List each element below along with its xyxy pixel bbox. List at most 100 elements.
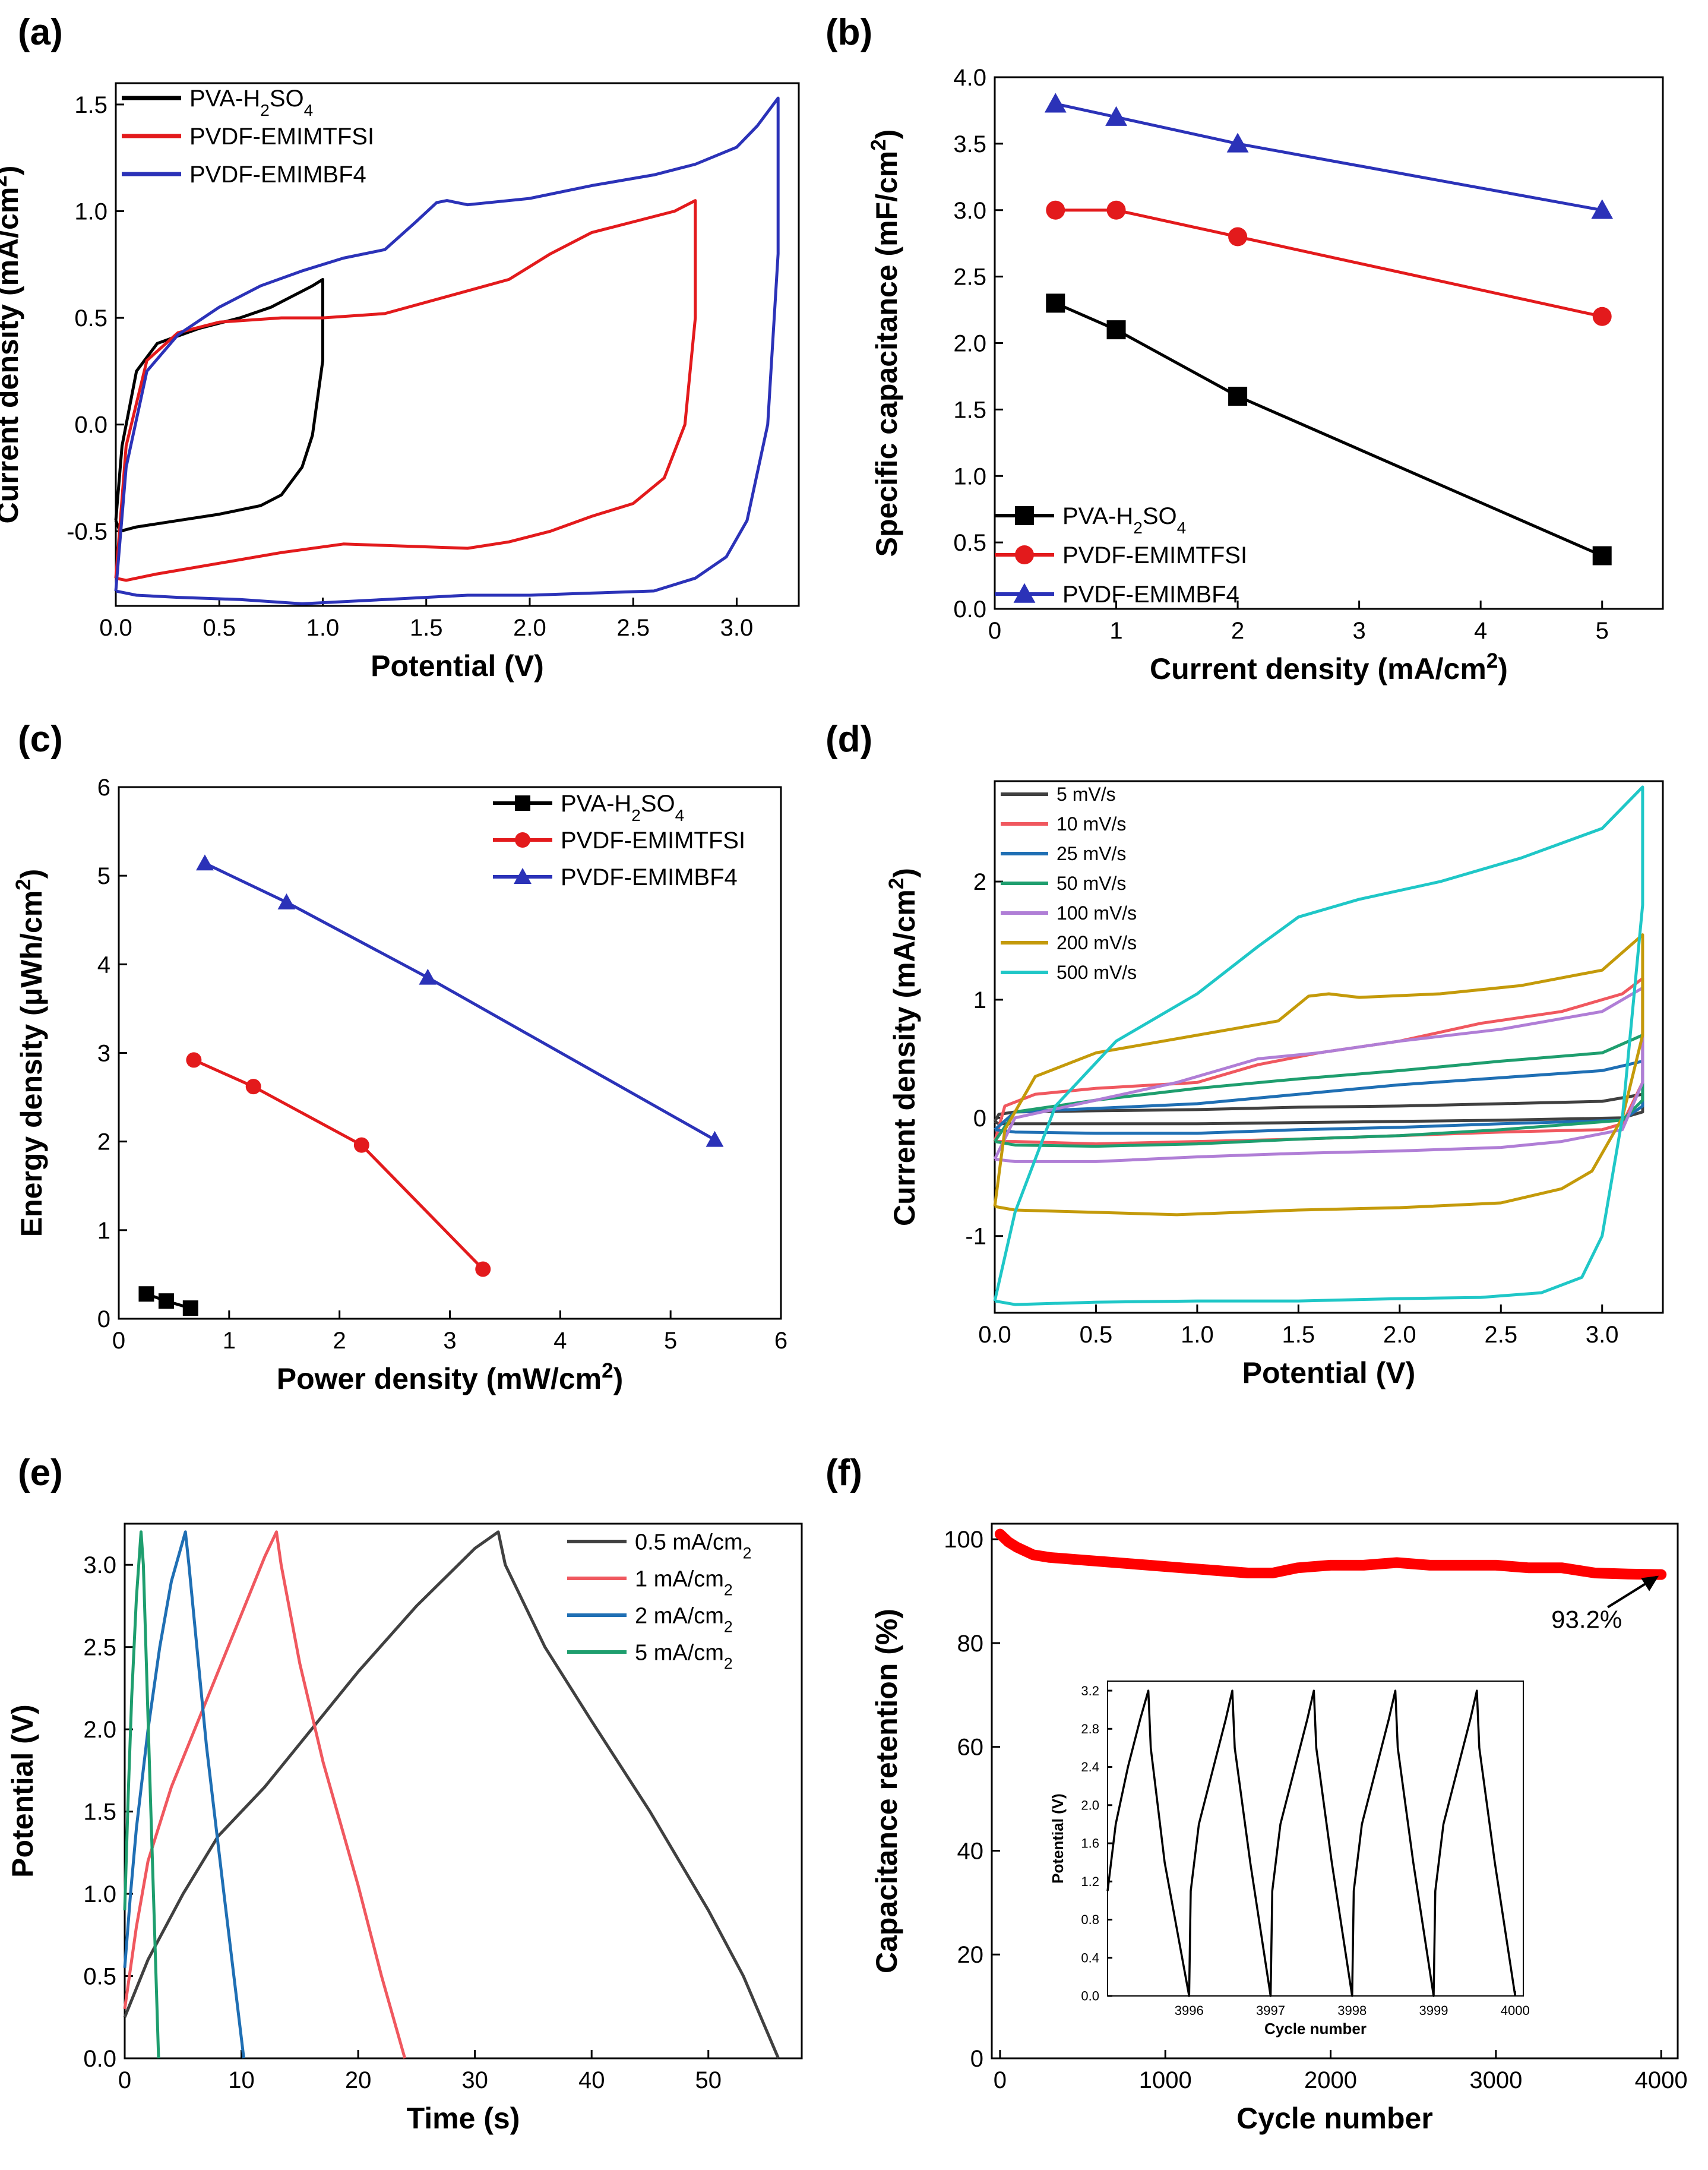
data-point-square [515,795,530,811]
data-point-triangle [1013,583,1036,603]
text-part: 2 [1486,649,1498,672]
x-tick-label: 1 [223,1328,236,1354]
text-part: SO [1143,503,1177,529]
y-tick-label: 1.0 [953,463,986,489]
y-axis-title: Current density (mA/cm2) [885,868,922,1226]
text-part: Current density (mA/cm [1150,652,1486,686]
y-axis-title: Potential (V) [6,1704,39,1878]
y-tick-label: 1.5 [74,92,107,118]
y-tick-label: 2 [97,1129,110,1155]
y-axis-title: Energy density (μWh/cm2) [12,869,49,1237]
series-line [123,1530,160,2059]
legend-item: 5 mV/s [1001,784,1116,805]
y-tick-label: 2.5 [83,1635,116,1661]
x-tick-label: 1.5 [410,615,443,641]
text-part: SO [641,791,675,817]
x-tick-label: 5 [1596,618,1609,644]
annotation-arrowhead [1641,1575,1659,1591]
data-point-circle [1046,200,1065,220]
y-tick-label: 4 [97,952,110,978]
legend-item: 5 mA/cm2 [567,1640,733,1672]
y-tick-label: 2.4 [1081,1760,1099,1774]
y-tick-label: 1.0 [74,199,107,225]
annotation-label: 93.2% [1551,1606,1622,1634]
y-axis-title: Capacitance retention (%) [870,1609,903,1973]
series-line [123,1530,407,2059]
legend-label: 500 mV/s [1057,962,1137,983]
x-tick-label: 0.0 [978,1322,1011,1348]
x-tick-label: 2.5 [1484,1322,1517,1348]
x-tick-label: 1.0 [306,615,340,641]
text-part: PVDF-EMIMTFSI [1062,542,1247,568]
x-tick-label: 0.0 [99,615,132,641]
plot-frame [115,82,800,607]
panel-e: 0 10 20 30 40 50 0.0 0.5 1.0 1.5 2.0 2.5 3.0 Time (s)… [6,1452,803,2135]
x-tick-label: 0 [118,2067,131,2093]
series-pvdf-emimtfsi [114,199,697,582]
data-point-circle [1592,307,1612,326]
panel-f-inset: 3996 3997 3998 3999 4000 0.0 0.4 0.8 1.2 1.6 2.0 2.… [1049,1681,1530,2038]
x-tick-label: 40 [578,2067,605,2093]
legend-label: PVDF-EMIMBF4 [189,162,366,188]
legend-item: 25 mV/s [1001,843,1126,864]
y-axis-title: Potential (V) [1049,1793,1067,1884]
y-tick-label: 0.4 [1081,1950,1099,1965]
series-1-ma-cm2 [123,1530,407,2059]
series-capacitance-retention [994,1528,1667,1580]
text-part: 2 [0,175,11,187]
plot-frame [124,1523,803,2060]
y-tick-label: 0 [973,1105,986,1132]
legend-label: PVDF-EMIMTFSI [189,124,374,150]
plot-frame [1107,1681,1524,1997]
y-tick-label: 0.5 [74,305,107,331]
text-part: Current density (mA/cm [0,187,24,524]
data-point-triangle [1591,199,1614,219]
text-part: 2 [885,878,908,889]
data-point-triangle [196,854,214,871]
data-point-triangle [514,868,532,884]
data-point-circle [245,1079,261,1095]
panel-label: (b) [825,12,872,53]
text-part: ) [613,1362,624,1395]
y-tick-label: 2.0 [953,331,986,357]
text-part: ) [15,869,48,879]
x-tick-label: 3999 [1419,2003,1448,2018]
x-tick-label: 5 [664,1328,677,1354]
legend-item: PVDF-EMIMBF4 [122,162,366,188]
text-part: 2 [867,139,890,150]
x-tick-label: 1 [1109,618,1122,644]
panel-label: (d) [825,719,872,760]
y-tick-label: 5 [97,863,110,889]
text-part: SO [270,86,304,112]
legend-item: PVA-H2SO4 [995,503,1186,537]
x-tick-label: 2 [333,1328,346,1354]
x-tick-label: 0 [994,2067,1007,2093]
series-line [204,862,716,1141]
text-part: PVA-H [561,791,631,817]
data-point-square [1046,293,1065,313]
x-tick-label: 4000 [1635,2067,1688,2093]
text-part: 4 [675,806,685,825]
text-part: ) [888,868,921,878]
legend-label: 0.5 mA/cm2 [635,1530,751,1562]
y-tick-label: 0.5 [83,1964,116,1990]
legend-item: 2 mA/cm2 [567,1603,733,1635]
series-line [1055,209,1603,318]
legend-item: PVA-H2SO4 [493,791,684,825]
x-tick-label: 3.0 [720,615,754,641]
y-axis-title: Current density (mA/cm2) [0,166,24,524]
x-tick-label: 3.0 [1586,1322,1619,1348]
text-part: 2 [743,1544,752,1562]
legend-label: PVA-H2SO4 [561,791,684,825]
text-part: 2 [602,1359,613,1382]
series-pvdf-emimtfsi [1046,200,1612,326]
y-tick-label: 1 [973,987,986,1013]
series-line [994,1528,1667,1580]
text-part: 0.5 mA/cm [635,1530,743,1555]
text-part: ) [1498,652,1508,686]
y-tick-label: 1.0 [83,1881,116,1907]
x-tick-label: 2.0 [1383,1322,1416,1348]
x-tick-label: 4 [1474,618,1487,644]
